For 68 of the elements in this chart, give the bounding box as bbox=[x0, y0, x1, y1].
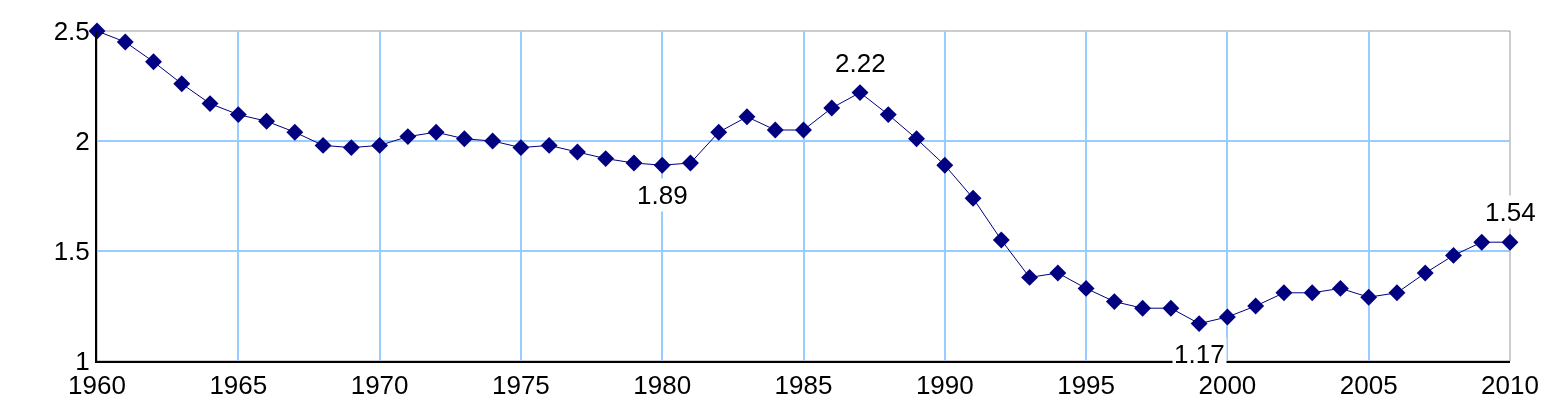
point bbox=[823, 99, 841, 117]
point bbox=[568, 143, 586, 161]
point bbox=[1162, 299, 1180, 317]
point bbox=[201, 95, 219, 113]
annotation: 1.54 bbox=[1485, 197, 1536, 227]
x-tick-label: 2005 bbox=[1339, 370, 1398, 401]
point bbox=[540, 136, 558, 154]
point bbox=[682, 154, 699, 172]
point bbox=[992, 231, 1010, 249]
x-tick-label: 2010 bbox=[1481, 370, 1539, 401]
point bbox=[399, 128, 417, 146]
point bbox=[625, 154, 643, 172]
point bbox=[1134, 299, 1152, 317]
point bbox=[964, 189, 982, 207]
point bbox=[455, 130, 473, 148]
point bbox=[908, 130, 925, 148]
y-tick-label: 1.5 bbox=[53, 236, 90, 267]
point bbox=[286, 123, 304, 141]
point bbox=[342, 139, 360, 157]
x-tick-label: 1995 bbox=[1057, 370, 1116, 401]
point bbox=[597, 150, 615, 168]
point bbox=[1021, 268, 1039, 286]
point bbox=[229, 106, 247, 124]
point bbox=[766, 121, 784, 139]
point bbox=[258, 112, 276, 130]
point bbox=[1303, 284, 1321, 302]
point bbox=[710, 123, 728, 141]
point bbox=[1077, 279, 1095, 297]
x-tick-label: 1985 bbox=[774, 370, 833, 401]
x-tick-label: 1975 bbox=[491, 370, 550, 401]
point bbox=[88, 22, 106, 40]
annotation: 1.17 bbox=[1174, 339, 1225, 369]
point bbox=[795, 121, 812, 139]
x-tick-label: 1970 bbox=[350, 370, 409, 401]
point bbox=[1416, 264, 1434, 282]
point bbox=[173, 75, 191, 93]
point bbox=[1360, 288, 1378, 306]
point bbox=[1445, 246, 1462, 264]
point bbox=[851, 84, 869, 102]
point bbox=[1473, 233, 1491, 251]
point bbox=[1331, 279, 1349, 297]
point bbox=[1388, 284, 1406, 302]
x-tick-label: 1965 bbox=[209, 370, 268, 401]
point bbox=[1275, 284, 1293, 302]
point bbox=[738, 108, 756, 126]
x-tick-label: 2000 bbox=[1198, 370, 1257, 401]
point bbox=[1247, 297, 1265, 315]
annotation: 1.89 bbox=[637, 180, 688, 210]
point bbox=[116, 33, 134, 51]
annotation: 2.22 bbox=[835, 48, 886, 78]
y-tick-label: 2.5 bbox=[53, 16, 90, 47]
point bbox=[879, 106, 897, 124]
point bbox=[653, 156, 671, 174]
point bbox=[1190, 315, 1208, 333]
x-tick-label: 1980 bbox=[633, 370, 692, 401]
point bbox=[371, 136, 389, 154]
point bbox=[1049, 264, 1067, 282]
point bbox=[1501, 233, 1519, 251]
point bbox=[484, 132, 502, 150]
y-tick-label: 2 bbox=[75, 126, 90, 157]
point bbox=[512, 139, 530, 157]
point bbox=[314, 136, 332, 154]
point bbox=[427, 123, 445, 141]
point bbox=[936, 156, 954, 174]
point bbox=[145, 53, 162, 71]
point bbox=[1218, 308, 1236, 326]
point bbox=[1105, 293, 1123, 311]
x-tick-label: 1990 bbox=[915, 370, 974, 401]
